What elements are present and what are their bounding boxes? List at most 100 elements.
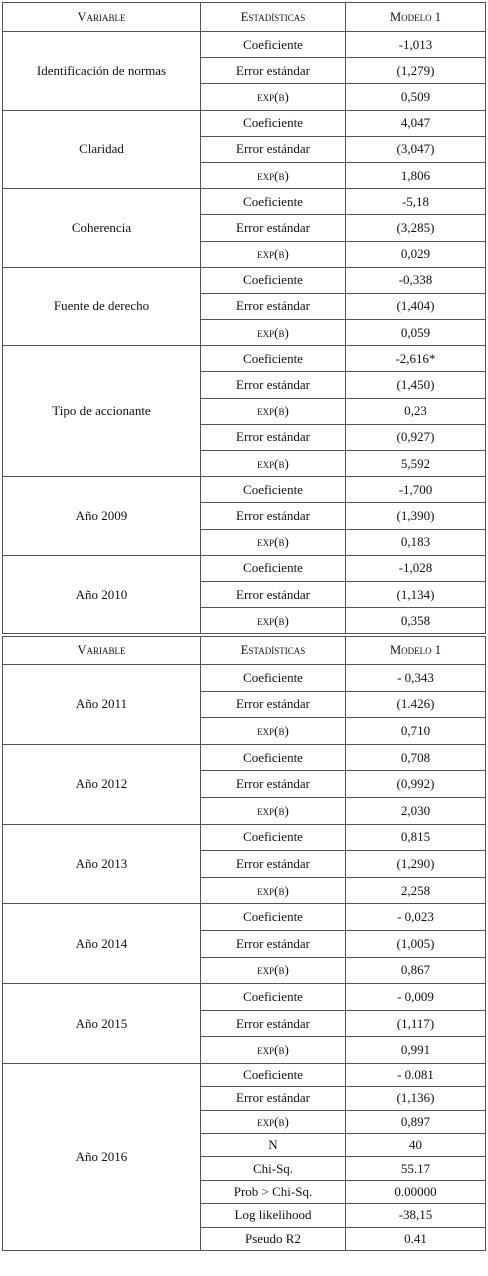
value-cell: 0,897 <box>345 1109 486 1135</box>
statistic-cell: Error estándar <box>200 135 346 163</box>
value-cell: 2,258 <box>345 876 486 905</box>
statistic-cell: Error estándar <box>200 770 346 798</box>
statistic-cell: Coeficiente <box>200 188 346 216</box>
statistic-cell: exp(b) <box>200 397 346 425</box>
data-row: Año 2011 Coeficiente - 0,343 <box>2 664 486 745</box>
statistic-cell: Error estándar <box>200 580 346 609</box>
statistic-cell: Coeficiente <box>200 476 346 504</box>
value-cell: 0,358 <box>345 607 486 635</box>
statistic-cell: exp(b) <box>200 528 346 556</box>
statistic-cell: exp(b) <box>200 1109 346 1135</box>
regression-table: Variable Estadísticas Modelo 1 Año 2011 Coef… <box>2 636 486 1252</box>
value-cell: -1,013 <box>345 30 486 59</box>
value-cell: (0,992) <box>345 770 486 798</box>
value-cell: 0,059 <box>345 319 486 347</box>
value-cell: 0.41 <box>345 1226 486 1252</box>
variable-cell: Año 2009 <box>2 476 201 556</box>
data-row: Error estándar (1,134) <box>3 580 486 609</box>
statistic-cell: Coeficiente <box>200 743 346 772</box>
statistic-cell: Coeficiente <box>200 664 346 692</box>
statistic-cell: Error estándar <box>200 371 346 399</box>
data-row: exp(b) 0,509 <box>3 83 486 111</box>
value-cell: -1,700 <box>345 476 486 504</box>
data-row: Año 2009 Coeficiente -1,700 <box>2 476 486 556</box>
data-row: Año 2014 Coeficiente - 0,023 <box>2 903 486 985</box>
value-cell: (1,279) <box>345 57 486 85</box>
value-cell: -1,028 <box>345 554 486 582</box>
value-cell: 0,509 <box>345 83 486 111</box>
variable-cell: Claridad <box>2 109 201 190</box>
variable-cell: Tipo de accionante <box>2 345 201 478</box>
statistic-cell: Prob > Chi-Sq. <box>200 1179 346 1205</box>
data-row: Error estándar (1,390) <box>3 502 486 530</box>
statistic-cell: exp(b) <box>200 717 346 745</box>
data-row: exp(b) 5,592 <box>3 449 486 478</box>
data-row: exp(b) 2,030 <box>3 796 486 825</box>
data-row: Error estándar (1,450) <box>3 371 486 399</box>
value-cell: 40 <box>345 1133 486 1158</box>
statistic-cell: Error estándar <box>200 292 346 321</box>
value-cell: - 0,009 <box>345 983 486 1011</box>
data-row: Error estándar (1,005) <box>3 929 486 958</box>
statistic-cell: Error estándar <box>200 929 346 958</box>
variable-cell: Identificación de normas <box>2 31 201 111</box>
variable-cell: Año 2014 <box>2 903 201 985</box>
statistic-cell: Error estándar <box>200 1009 346 1038</box>
value-cell: (1,117) <box>345 1009 486 1038</box>
data-row: exp(b) 1,806 <box>3 161 486 190</box>
statistic-cell: Coeficiente <box>200 1062 346 1088</box>
data-row: Chi-Sq. 55.17 <box>3 1156 486 1181</box>
header-cell: Estadísticas <box>200 2 346 32</box>
value-cell: 2,030 <box>345 796 486 825</box>
variable-cell: Año 2015 <box>2 983 201 1064</box>
value-cell: -38,15 <box>345 1203 486 1228</box>
data-row: Error estándar (1,404) <box>3 292 486 321</box>
value-cell: (1,290) <box>345 850 486 878</box>
value-cell: (3,285) <box>345 214 486 242</box>
data-row: Error estándar (3,047) <box>3 135 486 163</box>
variable-cell: Año 2013 <box>2 823 201 905</box>
value-cell: 0.00000 <box>345 1179 486 1205</box>
statistic-cell: Chi-Sq. <box>200 1156 346 1181</box>
data-row: Error estándar (1.426) <box>3 690 486 719</box>
data-row: Año 2012 Coeficiente 0,708 <box>2 743 486 825</box>
value-cell: -2,616* <box>345 345 486 373</box>
value-cell: (3,047) <box>345 135 486 163</box>
statistic-cell: exp(b) <box>200 876 346 905</box>
statistic-cell: exp(b) <box>200 449 346 478</box>
data-row: Año 2015 Coeficiente - 0,009 <box>2 983 486 1064</box>
value-cell: (1,390) <box>345 502 486 530</box>
variable-cell: Año 2011 <box>2 664 201 745</box>
value-cell: 0,991 <box>345 1036 486 1064</box>
statistic-cell: Log likelihood <box>200 1203 346 1228</box>
value-cell: (1,005) <box>345 929 486 958</box>
value-cell: 1,806 <box>345 161 486 190</box>
header-cell: Modelo 1 <box>345 636 486 665</box>
value-cell: -5,18 <box>345 188 486 216</box>
statistic-cell: Coeficiente <box>200 345 346 373</box>
statistic-cell: exp(b) <box>200 240 346 268</box>
statistic-cell: exp(b) <box>200 1036 346 1064</box>
data-row: exp(b) 0,358 <box>3 607 486 635</box>
data-row: Error estándar (1,279) <box>3 57 486 85</box>
statistic-cell: Error estándar <box>200 850 346 878</box>
data-row: N 40 <box>3 1133 486 1158</box>
variable-cell: Fuente de derecho <box>2 266 201 347</box>
value-cell: (1,134) <box>345 580 486 609</box>
data-row: Error estándar (0,927) <box>3 423 486 452</box>
data-row: Coherencia Coeficiente -5,18 <box>2 188 486 268</box>
statistic-cell: Error estándar <box>200 502 346 530</box>
statistic-cell: exp(b) <box>200 607 346 635</box>
statistic-cell: exp(b) <box>200 796 346 825</box>
data-row: exp(b) 0,991 <box>3 1036 486 1064</box>
statistic-cell: Coeficiente <box>200 554 346 582</box>
value-cell: 0,029 <box>345 240 486 268</box>
statistic-cell: exp(b) <box>200 319 346 347</box>
header-row: Variable Estadísticas Modelo 1 <box>2 636 486 665</box>
value-cell: 0,23 <box>345 397 486 425</box>
statistic-cell: N <box>200 1133 346 1158</box>
statistic-cell: Error estándar <box>200 423 346 452</box>
value-cell: 0,710 <box>345 717 486 745</box>
statistic-cell: exp(b) <box>200 83 346 111</box>
